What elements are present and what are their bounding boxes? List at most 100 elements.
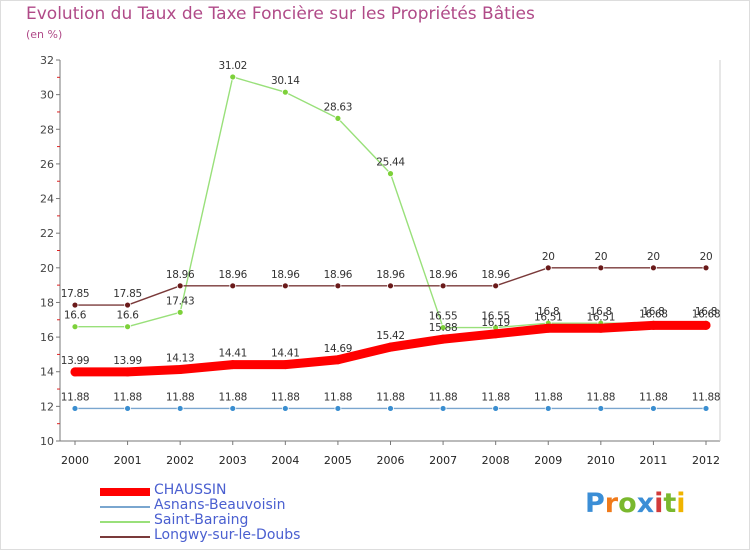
y-tick-label: 24: [40, 193, 54, 206]
data-point-longwy-sur-le-doubs: [650, 264, 657, 272]
data-label-saint-baraing: 28.63: [324, 101, 353, 113]
data-point-longwy-sur-le-doubs: [124, 301, 131, 309]
y-tick-label: 32: [40, 54, 54, 67]
data-point-longwy-sur-le-doubs: [71, 301, 79, 309]
data-point-chaussin: [333, 355, 343, 365]
data-point-longwy-sur-le-doubs: [387, 282, 394, 290]
data-label-chaussin: 16.68: [639, 308, 668, 320]
data-label-longwy-sur-le-doubs: 20: [700, 251, 713, 263]
data-label-asnans-beauvoisin: 11.88: [113, 391, 142, 403]
data-label-saint-baraing: 17.43: [166, 295, 195, 307]
data-point-chaussin: [648, 320, 658, 330]
logo-letter: o: [618, 488, 637, 519]
data-point-chaussin: [543, 323, 553, 333]
data-label-longwy-sur-le-doubs: 18.96: [429, 269, 458, 281]
data-label-chaussin: 14.69: [324, 343, 353, 355]
data-point-asnans-beauvoisin: [334, 405, 342, 412]
logo-letter: t: [663, 488, 677, 519]
data-label-asnans-beauvoisin: 11.88: [376, 391, 405, 403]
data-point-chaussin: [175, 364, 185, 374]
data-point-chaussin: [491, 329, 501, 339]
data-label-asnans-beauvoisin: 11.88: [692, 391, 721, 403]
y-tick-label: 30: [40, 89, 54, 102]
data-label-saint-baraing: 16.6: [64, 310, 87, 322]
x-tick-label: 2011: [639, 454, 667, 467]
data-point-longwy-sur-le-doubs: [334, 282, 342, 290]
data-label-chaussin: 13.99: [113, 355, 142, 367]
data-label-chaussin: 16.51: [534, 311, 563, 323]
data-point-asnans-beauvoisin: [71, 405, 79, 412]
data-point-saint-baraing: [439, 324, 447, 331]
data-label-chaussin: 15.42: [376, 330, 405, 342]
data-label-saint-baraing: 31.02: [218, 60, 247, 72]
data-point-longwy-sur-le-doubs: [702, 264, 710, 272]
data-label-chaussin: 13.99: [61, 355, 90, 367]
x-tick-label: 2001: [114, 454, 142, 467]
proxiti-logo: Proxiti: [585, 488, 686, 519]
legend-label-asnans-beauvoisin: Asnans-Beauvoisin: [154, 497, 286, 513]
data-label-saint-baraing: 16.6: [116, 310, 139, 322]
legend-swatch-chaussin: [100, 488, 150, 496]
data-point-saint-baraing: [281, 88, 289, 96]
data-label-longwy-sur-le-doubs: 17.85: [113, 288, 142, 300]
data-label-chaussin: 16.19: [481, 317, 510, 329]
data-point-chaussin: [123, 367, 133, 377]
y-axis-label: (en %): [26, 28, 63, 41]
data-point-longwy-sur-le-doubs: [229, 282, 237, 290]
legend-label-longwy-sur-le-doubs: Longwy-sur-le-Doubs: [154, 527, 301, 543]
legend-swatch-longwy-sur-le-doubs: [100, 536, 150, 538]
data-point-saint-baraing: [124, 323, 131, 331]
data-label-asnans-beauvoisin: 11.88: [271, 391, 300, 403]
data-label-saint-baraing: 16.55: [429, 311, 458, 323]
data-point-saint-baraing: [334, 114, 342, 122]
data-point-longwy-sur-le-doubs: [281, 282, 289, 290]
data-label-longwy-sur-le-doubs: 20: [647, 251, 660, 263]
y-tick-label: 20: [40, 262, 54, 275]
data-label-longwy-sur-le-doubs: 18.96: [271, 269, 300, 281]
y-tick-label: 22: [40, 227, 54, 240]
x-tick-label: 2009: [534, 454, 562, 467]
x-tick-label: 2000: [61, 454, 89, 467]
x-tick-label: 2010: [587, 454, 615, 467]
data-point-asnans-beauvoisin: [387, 405, 394, 412]
data-point-chaussin: [228, 360, 238, 370]
data-label-saint-baraing: 30.14: [271, 75, 300, 87]
data-label-longwy-sur-le-doubs: 17.85: [61, 288, 90, 300]
data-point-asnans-beauvoisin: [597, 405, 605, 412]
data-label-longwy-sur-le-doubs: 18.96: [481, 269, 510, 281]
x-tick-label: 2006: [377, 454, 405, 467]
data-point-chaussin: [386, 342, 395, 352]
data-point-chaussin: [280, 360, 290, 370]
data-point-longwy-sur-le-doubs: [176, 282, 184, 290]
legend-swatch-saint-baraing: [100, 521, 150, 523]
data-point-asnans-beauvoisin: [229, 405, 237, 412]
data-label-chaussin: 14.41: [271, 348, 300, 360]
data-label-asnans-beauvoisin: 11.88: [587, 391, 616, 403]
data-label-saint-baraing: 25.44: [376, 157, 405, 169]
data-label-asnans-beauvoisin: 11.88: [639, 391, 668, 403]
y-tick-label: 12: [40, 400, 54, 413]
data-label-longwy-sur-le-doubs: 18.96: [166, 269, 195, 281]
x-tick-label: 2012: [692, 454, 720, 467]
data-label-chaussin: 14.13: [166, 352, 195, 364]
data-label-asnans-beauvoisin: 11.88: [429, 391, 458, 403]
data-point-longwy-sur-le-doubs: [439, 282, 447, 290]
legend-swatch-asnans-beauvoisin: [100, 506, 150, 508]
data-label-saint-baraing: 16.8: [590, 306, 612, 318]
data-point-asnans-beauvoisin: [492, 405, 500, 412]
data-label-longwy-sur-le-doubs: 18.96: [376, 269, 405, 281]
data-label-asnans-beauvoisin: 11.88: [61, 391, 90, 403]
data-label-asnans-beauvoisin: 11.88: [534, 391, 563, 403]
logo-letter: r: [604, 488, 619, 519]
data-point-asnans-beauvoisin: [702, 405, 710, 412]
x-tick-label: 2007: [429, 454, 457, 467]
x-tick-label: 2005: [324, 454, 352, 467]
y-tick-label: 10: [40, 435, 54, 448]
data-point-saint-baraing: [387, 170, 394, 178]
data-label-longwy-sur-le-doubs: 18.96: [324, 269, 353, 281]
logo-letter: i: [676, 488, 686, 519]
data-label-saint-baraing: 16.55: [481, 311, 510, 323]
data-point-asnans-beauvoisin: [439, 405, 447, 412]
data-point-saint-baraing: [71, 323, 79, 331]
